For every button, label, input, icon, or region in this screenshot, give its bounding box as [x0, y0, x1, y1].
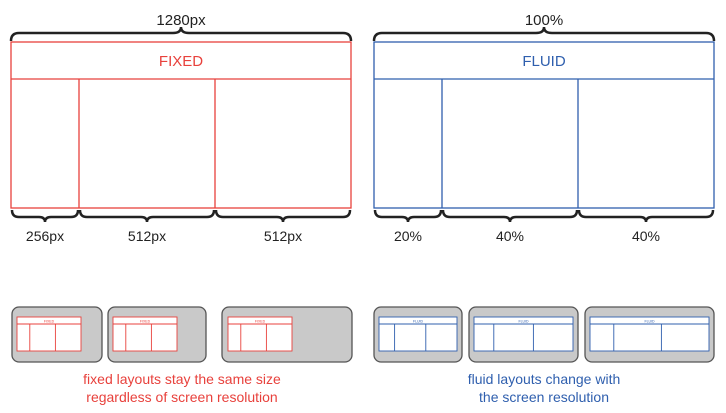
fixed-caption-line-1: fixed layouts stay the same size [83, 371, 281, 387]
fluid-brace-col-1 [373, 209, 443, 223]
fluid-screen-medium: FLUID [468, 306, 579, 363]
fluid-header-label: FLUID [522, 53, 566, 70]
fixed-section: 1280px FIXED 256px 512px 512px FIXED F [9, 12, 353, 405]
fluid-mini-header-2: FLUID [518, 320, 529, 324]
fluid-caption-line-1: fluid layouts change with [468, 371, 621, 387]
fixed-screen-large: FIXED [221, 306, 353, 363]
fluid-measure-col-3: 40% [632, 228, 660, 244]
fixed-top-brace [9, 26, 353, 42]
fixed-mini-header-3: FIXED [255, 320, 266, 324]
fixed-layout-frame [10, 41, 352, 209]
fixed-mini-header-1: FIXED [44, 320, 55, 324]
fixed-screen-small: FIXED [11, 306, 103, 363]
fixed-screen-medium: FIXED [107, 306, 207, 363]
fixed-brace-col-3 [214, 209, 352, 223]
fluid-mini-header-3: FLUID [644, 320, 655, 324]
fixed-measure-col-2: 512px [128, 228, 166, 244]
fluid-screen-large: FLUID [584, 306, 715, 363]
fluid-caption-line-2: the screen resolution [479, 389, 609, 405]
fixed-brace-col-1 [10, 209, 80, 223]
fixed-measure-col-3: 512px [264, 228, 302, 244]
fluid-screen-small: FLUID [373, 306, 463, 363]
fixed-mini-header-2: FIXED [140, 320, 151, 324]
fluid-measure-col-2: 40% [496, 228, 524, 244]
fixed-measure-col-1: 256px [26, 228, 64, 244]
fluid-mini-header-1: FLUID [413, 320, 424, 324]
fixed-brace-col-2 [78, 209, 216, 223]
fluid-brace-col-2 [441, 209, 579, 223]
fluid-layout-frame [373, 41, 715, 209]
fluid-measure-col-1: 20% [394, 228, 422, 244]
fluid-top-brace [372, 26, 716, 42]
fluid-brace-col-3 [577, 209, 715, 223]
fluid-section: 100% FLUID 20% 40% 40% FLUID FLUID [372, 12, 716, 405]
fluid-top-measure: 100% [525, 12, 563, 29]
fixed-top-measure: 1280px [156, 12, 206, 29]
fixed-header-label: FIXED [159, 53, 203, 70]
fixed-caption-line-2: regardless of screen resolution [86, 389, 277, 405]
